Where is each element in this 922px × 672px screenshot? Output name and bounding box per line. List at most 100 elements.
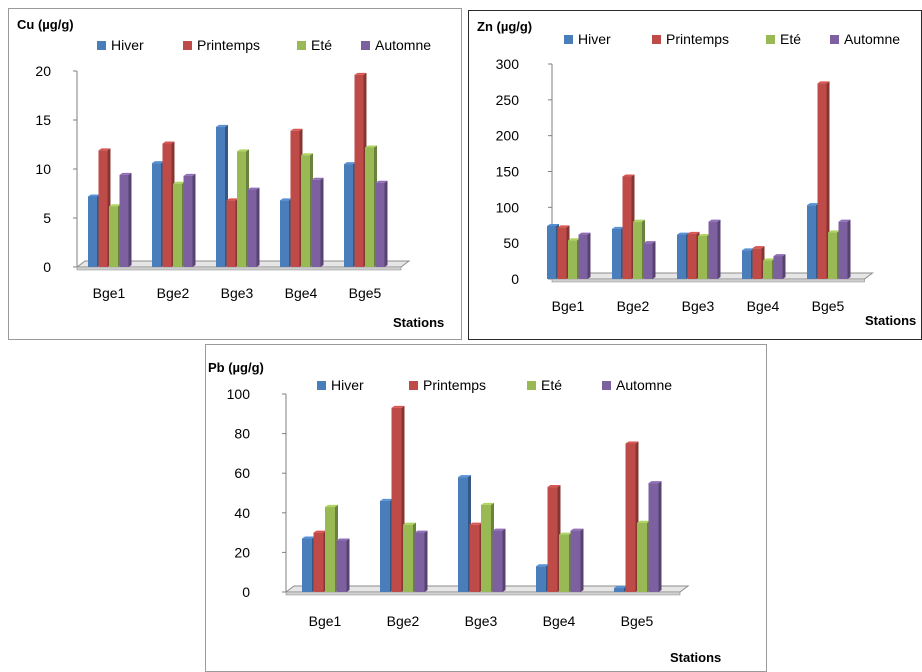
bar-top-hiver [807,203,819,206]
bar-bge2-eté [403,524,413,592]
y-tick-label: 10 [35,161,51,177]
y-tick-label: 5 [43,210,51,226]
pb-chart-panel: Pb (µg/g) Hiver Printemps Eté Automne 0 20 40 60… [205,344,767,672]
bar-bge5-printemps [817,83,827,279]
bar-bge1-printemps [557,227,567,279]
bar-top-printemps [162,141,175,144]
zn-chart-panel: Zn (µg/g) Hiver Printemps Eté Automne 0 50 100 1… [468,10,922,340]
y-tick-label: 300 [496,56,520,72]
bar-side-automne [587,232,591,279]
bar-side-automne [128,172,132,267]
bar-bge2-hiver [612,228,621,279]
bar-bge3-printemps [469,524,480,592]
bar-top-eté [698,234,710,236]
y-tick-label: 0 [511,271,519,287]
bar-top-hiver [677,232,689,235]
legend-swatch-hiver [564,35,573,44]
bar-top-hiver [547,223,559,226]
bar-bge4-hiver [280,200,289,267]
y-axis-title: Pb (µg/g) [208,360,264,375]
x-axis-title: Stations [393,315,444,330]
bar-top-hiver [614,586,627,589]
cu-chart-panel: Cu (µg/g) Hiver Printemps Eté Automne 0 5 10 15 2… [8,8,462,340]
legend-swatch-automne [361,41,370,50]
y-tick-label: 0 [43,259,51,275]
bar-top-automne [183,173,196,176]
bar-bge5-automne [838,221,848,279]
bar-top-printemps [98,148,111,151]
bar-top-eté [633,219,645,222]
bar-bge1-hiver [302,538,312,592]
bar-top-eté [637,520,650,523]
x-category-label: Bge2 [617,298,650,314]
bar-top-printemps [226,198,239,201]
y-tick-label: 200 [496,128,520,144]
bar-top-printemps [391,405,405,408]
bar-top-hiver [216,124,228,127]
legend-label-eté: Eté [311,37,332,53]
bar-top-eté [173,181,185,184]
x-category-label: Bge1 [309,613,342,629]
x-category-label: Bge4 [543,613,576,629]
bar-bge3-printemps [687,233,697,279]
bar-top-printemps [290,128,303,131]
bar-top-printemps [817,81,830,84]
bar-bge1-printemps [98,150,108,267]
bar-top-printemps [354,72,367,75]
legend-swatch-automne [602,381,611,390]
bar-bge2-printemps [622,176,632,279]
y-tick-label: 100 [227,386,251,402]
bar-bge4-printemps [290,130,300,267]
bar-bge3-hiver [216,126,225,267]
bar-top-hiver [302,536,315,539]
bar-bge2-eté [173,183,182,267]
cu-chart: Cu (µg/g) Hiver Printemps Eté Automne 0 5 10 15 2… [17,17,444,330]
bar-bge4-hiver [536,566,546,592]
bar-bge1-automne [119,174,129,267]
legend-label-automne: Automne [616,377,672,393]
legend-swatch-printemps [409,381,418,390]
y-tick-label: 20 [35,63,51,79]
bar-top-automne [375,180,388,183]
bar-bge4-eté [559,534,569,592]
bar-bge5-hiver [344,164,353,267]
bar-top-eté [481,502,494,505]
bar-side-automne [847,219,851,279]
bar-top-printemps [622,174,635,177]
y-tick-label: 60 [234,465,250,481]
bar-top-automne [708,219,721,222]
chart-floor-edge [285,591,681,596]
bar-side-automne [384,180,388,267]
legend-label-eté: Eté [780,31,801,47]
bar-bge2-eté [633,221,642,279]
bar-top-hiver [458,475,471,478]
bar-bge1-eté [568,240,577,279]
bar-top-eté [301,153,313,156]
x-category-label: Bge5 [349,285,382,301]
bar-bge2-hiver [152,163,161,267]
bar-top-automne [648,481,662,484]
bar-top-hiver [344,162,356,165]
bar-top-automne [247,187,260,190]
bar-bge4-eté [301,155,310,267]
bar-top-automne [643,241,656,244]
bar-bge2-hiver [380,500,390,592]
bar-bge2-automne [414,532,425,592]
bar-bge2-printemps [162,143,172,267]
x-category-label: Bge3 [221,285,254,301]
y-tick-label: 0 [242,584,250,600]
bar-bge5-eté [637,522,647,592]
bar-side-automne [782,254,786,279]
bar-top-hiver [742,248,754,251]
legend-label-hiver: Hiver [331,377,364,393]
bar-side-automne [717,219,721,279]
x-category-label: Bge3 [682,298,715,314]
y-tick-label: 250 [496,92,520,108]
x-category-label: Bge5 [621,613,654,629]
y-tick-label: 20 [234,544,250,560]
bar-top-automne [773,254,786,257]
bar-bge4-automne [773,256,783,279]
bar-bge4-automne [570,530,581,592]
bar-bge3-hiver [458,477,468,592]
bar-bge5-eté [828,232,837,279]
